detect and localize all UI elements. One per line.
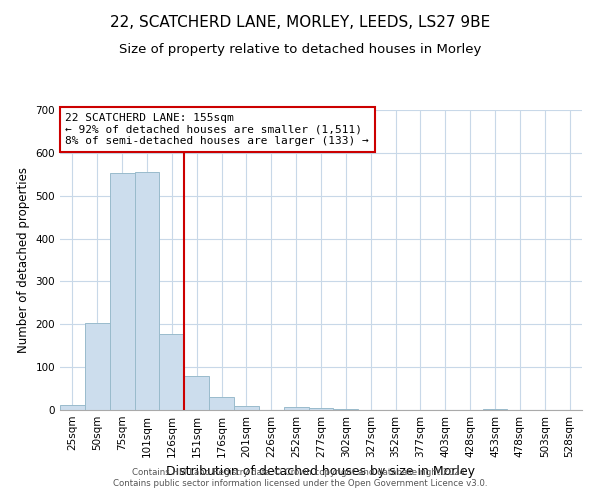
Bar xyxy=(308,408,334,410)
Bar xyxy=(284,406,308,410)
Bar xyxy=(160,334,184,410)
Y-axis label: Number of detached properties: Number of detached properties xyxy=(17,167,30,353)
Bar xyxy=(234,406,259,410)
Bar xyxy=(334,408,358,410)
Bar xyxy=(85,323,110,410)
Bar xyxy=(184,376,209,410)
Bar xyxy=(482,408,508,410)
X-axis label: Distribution of detached houses by size in Morley: Distribution of detached houses by size … xyxy=(167,466,476,478)
Bar xyxy=(209,397,234,410)
Bar xyxy=(60,405,85,410)
Text: Contains HM Land Registry data © Crown copyright and database right 2024.
Contai: Contains HM Land Registry data © Crown c… xyxy=(113,468,487,487)
Bar xyxy=(110,172,134,410)
Text: 22, SCATCHERD LANE, MORLEY, LEEDS, LS27 9BE: 22, SCATCHERD LANE, MORLEY, LEEDS, LS27 … xyxy=(110,15,490,30)
Text: Size of property relative to detached houses in Morley: Size of property relative to detached ho… xyxy=(119,42,481,56)
Bar xyxy=(134,172,160,410)
Text: 22 SCATCHERD LANE: 155sqm
← 92% of detached houses are smaller (1,511)
8% of sem: 22 SCATCHERD LANE: 155sqm ← 92% of detac… xyxy=(65,113,369,146)
